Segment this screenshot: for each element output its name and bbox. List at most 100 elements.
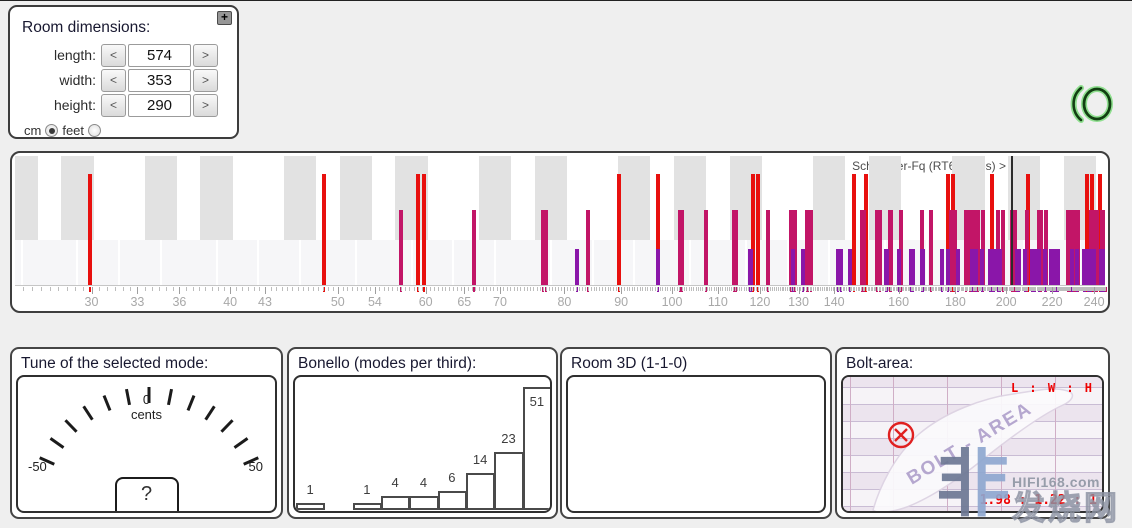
mode-line-oblique[interactable] bbox=[1036, 248, 1041, 285]
mode-line-oblique[interactable] bbox=[801, 248, 806, 285]
mode-line-oblique[interactable] bbox=[835, 248, 840, 285]
mode-line-tangential[interactable] bbox=[704, 210, 709, 285]
mode-line-oblique[interactable] bbox=[911, 248, 916, 285]
mode-line-oblique[interactable] bbox=[896, 248, 901, 285]
mode-line-tangential[interactable] bbox=[586, 210, 591, 285]
mode-line-oblique[interactable] bbox=[1074, 248, 1079, 285]
mode-line-tangential[interactable] bbox=[1038, 210, 1043, 285]
mode-line-tangential[interactable] bbox=[540, 210, 545, 285]
mode-line-oblique[interactable] bbox=[749, 248, 754, 285]
mode-line-axial[interactable] bbox=[1085, 174, 1090, 285]
mode-line-oblique[interactable] bbox=[991, 248, 996, 285]
mode-line-oblique[interactable] bbox=[1050, 248, 1055, 285]
mode-line-tangential[interactable] bbox=[888, 210, 893, 285]
room3d-viewport[interactable] bbox=[566, 375, 826, 513]
mode-line-tangential[interactable] bbox=[1070, 210, 1075, 285]
mode-line-axial[interactable] bbox=[750, 174, 755, 285]
mode-line-tangential[interactable] bbox=[398, 210, 403, 285]
mode-line-tangential[interactable] bbox=[1001, 210, 1006, 285]
height-increment-button[interactable]: > bbox=[193, 93, 218, 117]
mode-line-oblique[interactable] bbox=[1091, 248, 1096, 285]
unit-cm-radio[interactable] bbox=[45, 124, 59, 137]
mode-line-axial[interactable] bbox=[851, 174, 856, 285]
mode-line-tangential[interactable] bbox=[808, 210, 813, 285]
mode-line-oblique[interactable] bbox=[970, 248, 975, 285]
mode-line-tangential[interactable] bbox=[878, 210, 883, 285]
mode-line-tangential[interactable] bbox=[963, 210, 968, 285]
mode-line-oblique[interactable] bbox=[920, 248, 925, 285]
width-decrement-button[interactable]: < bbox=[101, 68, 126, 92]
mode-line-axial[interactable] bbox=[322, 174, 327, 285]
expand-panel-button[interactable]: + bbox=[217, 11, 232, 25]
mode-line-oblique[interactable] bbox=[1070, 248, 1075, 285]
mode-line-axial[interactable] bbox=[946, 174, 951, 285]
height-input[interactable] bbox=[128, 93, 191, 117]
mode-line-axial[interactable] bbox=[617, 174, 622, 285]
mode-line-axial[interactable] bbox=[416, 174, 421, 285]
mode-line-oblique[interactable] bbox=[979, 248, 984, 285]
mode-line-oblique[interactable] bbox=[1043, 248, 1048, 285]
mode-line-tangential[interactable] bbox=[1095, 210, 1100, 285]
mode-line-tangential[interactable] bbox=[1088, 210, 1093, 285]
mode-line-oblique[interactable] bbox=[655, 248, 660, 285]
mode-line-tangential[interactable] bbox=[1024, 210, 1029, 285]
mode-line-tangential[interactable] bbox=[875, 210, 880, 285]
mode-line-oblique[interactable] bbox=[884, 248, 889, 285]
mode-line-tangential[interactable] bbox=[980, 210, 985, 285]
mode-line-tangential[interactable] bbox=[995, 210, 1000, 285]
mode-line-tangential[interactable] bbox=[1075, 210, 1080, 285]
mode-line-tangential[interactable] bbox=[1044, 210, 1049, 285]
mode-line-oblique[interactable] bbox=[1023, 248, 1028, 285]
unit-feet-radio[interactable] bbox=[88, 124, 102, 137]
mode-line-tangential[interactable] bbox=[976, 210, 981, 285]
mode-line-oblique[interactable] bbox=[1098, 248, 1103, 285]
length-decrement-button[interactable]: < bbox=[101, 43, 126, 67]
mode-line-oblique[interactable] bbox=[1102, 248, 1105, 285]
width-input[interactable] bbox=[128, 68, 191, 92]
length-input[interactable] bbox=[128, 43, 191, 67]
mode-line-oblique[interactable] bbox=[848, 248, 853, 285]
mode-line-tangential[interactable] bbox=[1102, 210, 1105, 285]
mode-line-tangential[interactable] bbox=[471, 210, 476, 285]
mode-line-oblique[interactable] bbox=[1089, 248, 1094, 285]
length-increment-button[interactable]: > bbox=[193, 43, 218, 67]
mode-line-axial[interactable] bbox=[422, 174, 427, 285]
mode-line-oblique[interactable] bbox=[1083, 248, 1088, 285]
mode-line-oblique[interactable] bbox=[1032, 248, 1037, 285]
mode-line-tangential[interactable] bbox=[765, 210, 770, 285]
mode-line-tangential[interactable] bbox=[928, 210, 933, 285]
mode-line-axial[interactable] bbox=[656, 174, 661, 285]
mode-line-axial[interactable] bbox=[990, 174, 995, 285]
mode-line-tangential[interactable] bbox=[1104, 210, 1105, 285]
mode-line-tangential[interactable] bbox=[679, 210, 684, 285]
mode-line-oblique[interactable] bbox=[838, 248, 843, 285]
mode-line-oblique[interactable] bbox=[1016, 248, 1021, 285]
mode-line-oblique[interactable] bbox=[956, 248, 961, 285]
mode-line-oblique[interactable] bbox=[1056, 248, 1060, 285]
mode-line-oblique[interactable] bbox=[946, 248, 951, 285]
mode-line-tangential[interactable] bbox=[898, 210, 903, 285]
mode-line-tangential[interactable] bbox=[1067, 210, 1072, 285]
mode-line-tangential[interactable] bbox=[1013, 210, 1018, 285]
mode-line-tangential[interactable] bbox=[1092, 210, 1097, 285]
mode-line-tangential[interactable] bbox=[973, 210, 978, 285]
height-decrement-button[interactable]: < bbox=[101, 93, 126, 117]
mode-line-tangential[interactable] bbox=[861, 210, 866, 285]
mode-line-oblique[interactable] bbox=[575, 248, 580, 285]
width-increment-button[interactable]: > bbox=[193, 68, 218, 92]
mode-line-tangential[interactable] bbox=[733, 210, 738, 285]
mode-line-tangential[interactable] bbox=[953, 210, 958, 285]
mode-line-axial[interactable] bbox=[87, 174, 92, 285]
mode-line-tangential[interactable] bbox=[805, 210, 810, 285]
mode-line-oblique[interactable] bbox=[973, 248, 978, 285]
mode-line-oblique[interactable] bbox=[939, 248, 944, 285]
mode-line-oblique[interactable] bbox=[790, 248, 795, 285]
mode-line-axial[interactable] bbox=[755, 174, 760, 285]
mode-line-tangential[interactable] bbox=[792, 210, 797, 285]
mode-line-oblique[interactable] bbox=[909, 248, 914, 285]
mode-line-tangential[interactable] bbox=[948, 210, 953, 285]
mode-line-oblique[interactable] bbox=[998, 248, 1003, 285]
mode-line-tangential[interactable] bbox=[788, 210, 793, 285]
mode-line-tangential[interactable] bbox=[968, 210, 973, 285]
mode-line-tangential[interactable] bbox=[543, 210, 548, 285]
